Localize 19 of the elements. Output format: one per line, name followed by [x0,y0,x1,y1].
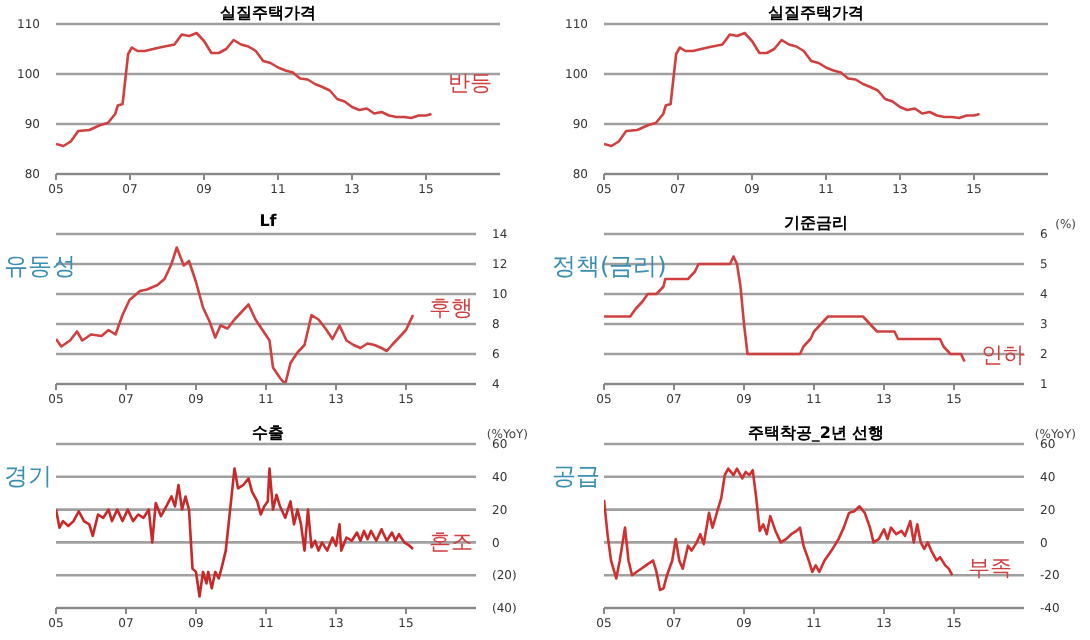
chart-title: 실질주택가격 [768,4,864,22]
chart-title: 기준금리 [784,214,848,232]
text: 공급 [552,460,600,494]
chart-title: 실질주택가격 [220,4,316,22]
annotation: 정책(금리) [552,250,667,284]
line-series [56,31,433,148]
annotation: 후행 [429,295,473,321]
annotation: 반등 [447,70,492,96]
annotation: 부족 [968,555,1013,582]
chart-title: Lf [257,212,279,230]
line-series [56,467,415,598]
line-series [604,467,954,592]
annotation: 혼조 [429,528,473,555]
line-series [604,31,981,148]
text: 경기 [4,460,52,494]
annotation: 인하 [980,341,1025,368]
annotation: 유동성 [4,250,76,284]
chart-title: 수출 [252,424,284,442]
chart-title: 주택착공_2년 선행 [747,424,885,442]
